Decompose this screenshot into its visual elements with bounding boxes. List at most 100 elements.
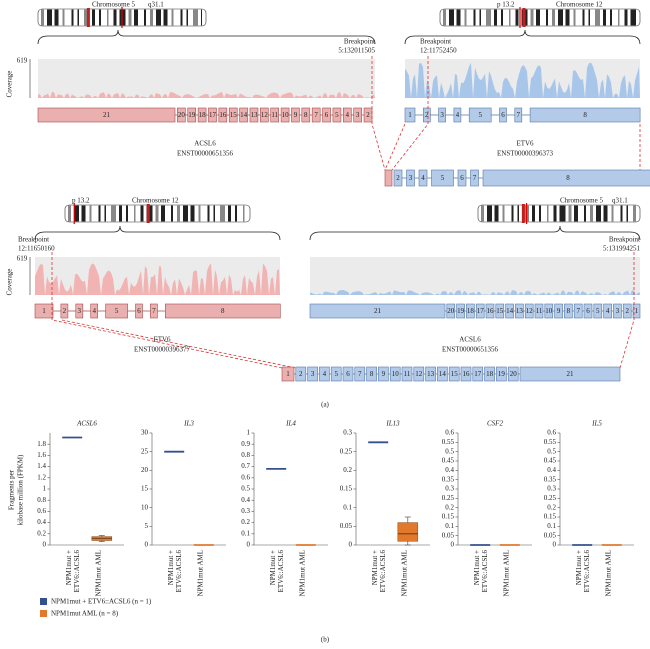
chromosome-band bbox=[539, 205, 541, 222]
exon-label: 1 bbox=[286, 370, 290, 378]
exon bbox=[105, 303, 128, 319]
chromosome-band bbox=[603, 205, 608, 222]
exon bbox=[393, 169, 403, 187]
y-tick-label: 25 bbox=[141, 447, 149, 455]
exon bbox=[603, 303, 612, 319]
legend-swatch bbox=[40, 610, 47, 617]
chart-title: IL4 bbox=[285, 420, 296, 428]
exon-label: 16 bbox=[219, 111, 227, 119]
y-tick-label: 0 bbox=[553, 541, 557, 549]
chromosome-band bbox=[501, 9, 503, 26]
y-tick-label: 0.3 bbox=[445, 485, 454, 493]
y-tick-label: 0.1 bbox=[343, 503, 352, 511]
chromosome-band bbox=[487, 205, 492, 222]
exon bbox=[366, 366, 377, 382]
exon bbox=[422, 107, 431, 123]
exon bbox=[499, 107, 507, 123]
exon bbox=[632, 303, 641, 319]
exon bbox=[406, 169, 415, 187]
panel-label: (b) bbox=[321, 636, 330, 644]
chromosome-band bbox=[568, 205, 572, 222]
y-tick-label: 0.7 bbox=[241, 462, 250, 470]
chromosome-band bbox=[626, 205, 628, 222]
exon bbox=[187, 107, 197, 123]
exon bbox=[453, 107, 462, 123]
chromosome-band bbox=[81, 205, 86, 222]
exon-label: 13 bbox=[516, 307, 524, 315]
chromosome-band bbox=[228, 205, 231, 222]
y-tick-label: 0 bbox=[451, 541, 455, 549]
chromosome-band bbox=[582, 9, 585, 26]
x-tick-label: NPM1mut AML bbox=[604, 550, 612, 596]
exon bbox=[460, 366, 472, 382]
brace bbox=[34, 225, 281, 241]
chromosome-band bbox=[633, 205, 636, 222]
chromosome-name: Chromosome 12 bbox=[132, 197, 179, 205]
chromosome-band bbox=[595, 9, 600, 26]
chromosome-band bbox=[449, 9, 454, 26]
coverage bbox=[35, 263, 280, 295]
exon-label: 7 bbox=[473, 174, 477, 182]
exon-label: 13 bbox=[250, 111, 258, 119]
exon-label: 19 bbox=[457, 307, 465, 315]
exon-label: 19 bbox=[498, 370, 506, 378]
exon-label: 8 bbox=[221, 307, 225, 315]
coverage-max: 619 bbox=[17, 255, 28, 263]
chromosome-band bbox=[74, 205, 79, 222]
y-tick-label: 0.6 bbox=[241, 473, 250, 481]
exon-label: 6 bbox=[137, 307, 141, 315]
y-tick-label: 0.3 bbox=[547, 485, 556, 493]
chromosome-band bbox=[119, 205, 122, 222]
chromosome-band bbox=[536, 9, 540, 26]
exon-label: 6 bbox=[460, 174, 464, 182]
exon bbox=[613, 303, 622, 319]
exon-label: 5 bbox=[115, 307, 119, 315]
exon bbox=[389, 366, 401, 382]
exon-label: 3 bbox=[409, 174, 413, 182]
y-tick-label: 0.4 bbox=[37, 518, 46, 526]
chart-title: CSF2 bbox=[487, 420, 503, 428]
chromosome-band bbox=[618, 9, 620, 26]
exon-label: 5 bbox=[335, 111, 339, 119]
y-tick-label: 1.4 bbox=[37, 462, 46, 470]
y-tick-label: 0.8 bbox=[37, 496, 46, 504]
y-tick-label: 0.6 bbox=[547, 429, 556, 437]
exon-label: 6 bbox=[586, 307, 590, 315]
connector bbox=[619, 252, 635, 369]
exon-label: 4 bbox=[323, 370, 327, 378]
breakpoint-label: Breakpoint bbox=[420, 38, 451, 46]
transcript-id: ENST00000651356 bbox=[442, 346, 499, 354]
y-tick-label: 1.2 bbox=[37, 473, 46, 481]
chromosome-band bbox=[243, 205, 245, 222]
x-tick-label: ETV6::ACSL6 bbox=[481, 550, 489, 593]
x-tick-label: ETV6::ACSL6 bbox=[73, 550, 81, 593]
chromosome-band bbox=[624, 9, 628, 26]
chromosome-band bbox=[155, 205, 159, 222]
exon-label: 2 bbox=[366, 111, 370, 119]
exon bbox=[309, 303, 446, 319]
y-tick-label: 0.15 bbox=[544, 513, 557, 521]
y-tick-label: 0.25 bbox=[340, 447, 353, 455]
exon bbox=[448, 366, 460, 382]
y-tick-label: 0.5 bbox=[547, 447, 556, 455]
connector bbox=[371, 56, 386, 171]
chromosome-band bbox=[171, 9, 174, 26]
exon bbox=[150, 303, 158, 319]
exon bbox=[505, 303, 514, 319]
x-tick-label: NPM1mut + bbox=[269, 550, 277, 585]
chromosome-name: Chromosome 5 bbox=[560, 197, 603, 205]
y-tick-label: 0.05 bbox=[544, 531, 557, 539]
y-tick-label: 0.15 bbox=[442, 513, 455, 521]
exon bbox=[404, 107, 416, 123]
y-axis-label: kilobase million (FPKM) bbox=[17, 454, 25, 525]
exon bbox=[378, 366, 389, 382]
y-tick-label: 0.2 bbox=[547, 503, 556, 511]
chart-title: IL5 bbox=[591, 420, 602, 428]
exon-label: 7 bbox=[517, 111, 521, 119]
exon-label: 11 bbox=[536, 307, 543, 315]
exon bbox=[593, 303, 603, 319]
exon-label: 15 bbox=[451, 370, 459, 378]
x-tick-label: NPM1mut AML bbox=[298, 550, 306, 596]
breakpoint-position: 12:11650160 bbox=[18, 245, 55, 253]
exon bbox=[482, 169, 650, 187]
